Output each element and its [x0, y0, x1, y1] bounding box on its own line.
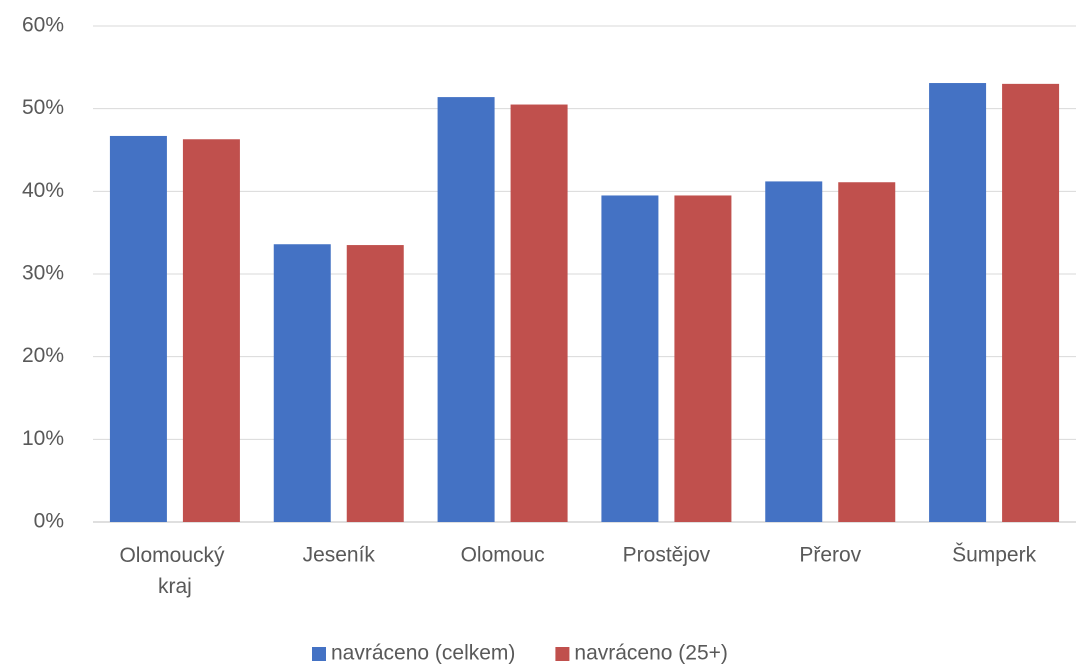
- x-tick-label: Olomouc: [461, 544, 545, 567]
- legend-swatch: [312, 647, 326, 661]
- legend-label: navráceno (celkem): [331, 642, 515, 665]
- x-tick-label: Šumperk: [952, 544, 1037, 567]
- x-tick-label: Olomoucký kraj: [119, 544, 230, 598]
- legend-label: navráceno (25+): [574, 642, 728, 665]
- y-tick-label: 30%: [22, 262, 64, 285]
- y-tick-label: 20%: [22, 344, 64, 367]
- y-tick-label: 0%: [34, 510, 64, 533]
- bar: [437, 97, 495, 523]
- y-tick-label: 10%: [22, 427, 64, 450]
- bar: [765, 181, 823, 522]
- bar: [929, 83, 987, 522]
- y-tick-label: 40%: [22, 179, 64, 202]
- legend-swatch: [555, 647, 570, 661]
- bar: [273, 244, 331, 523]
- bar: [109, 135, 167, 523]
- bar: [838, 182, 896, 523]
- bar: [346, 245, 404, 523]
- x-tick-label: Jeseník: [303, 544, 376, 567]
- x-tick-label: Přerov: [799, 544, 861, 567]
- bar: [182, 139, 240, 522]
- y-tick-label: 50%: [22, 96, 64, 119]
- x-tick-label: Prostějov: [623, 544, 711, 567]
- y-tick-label: 60%: [22, 14, 64, 37]
- bar: [1002, 83, 1060, 522]
- bar: [510, 104, 568, 523]
- bar: [674, 195, 732, 522]
- bar: [601, 195, 659, 522]
